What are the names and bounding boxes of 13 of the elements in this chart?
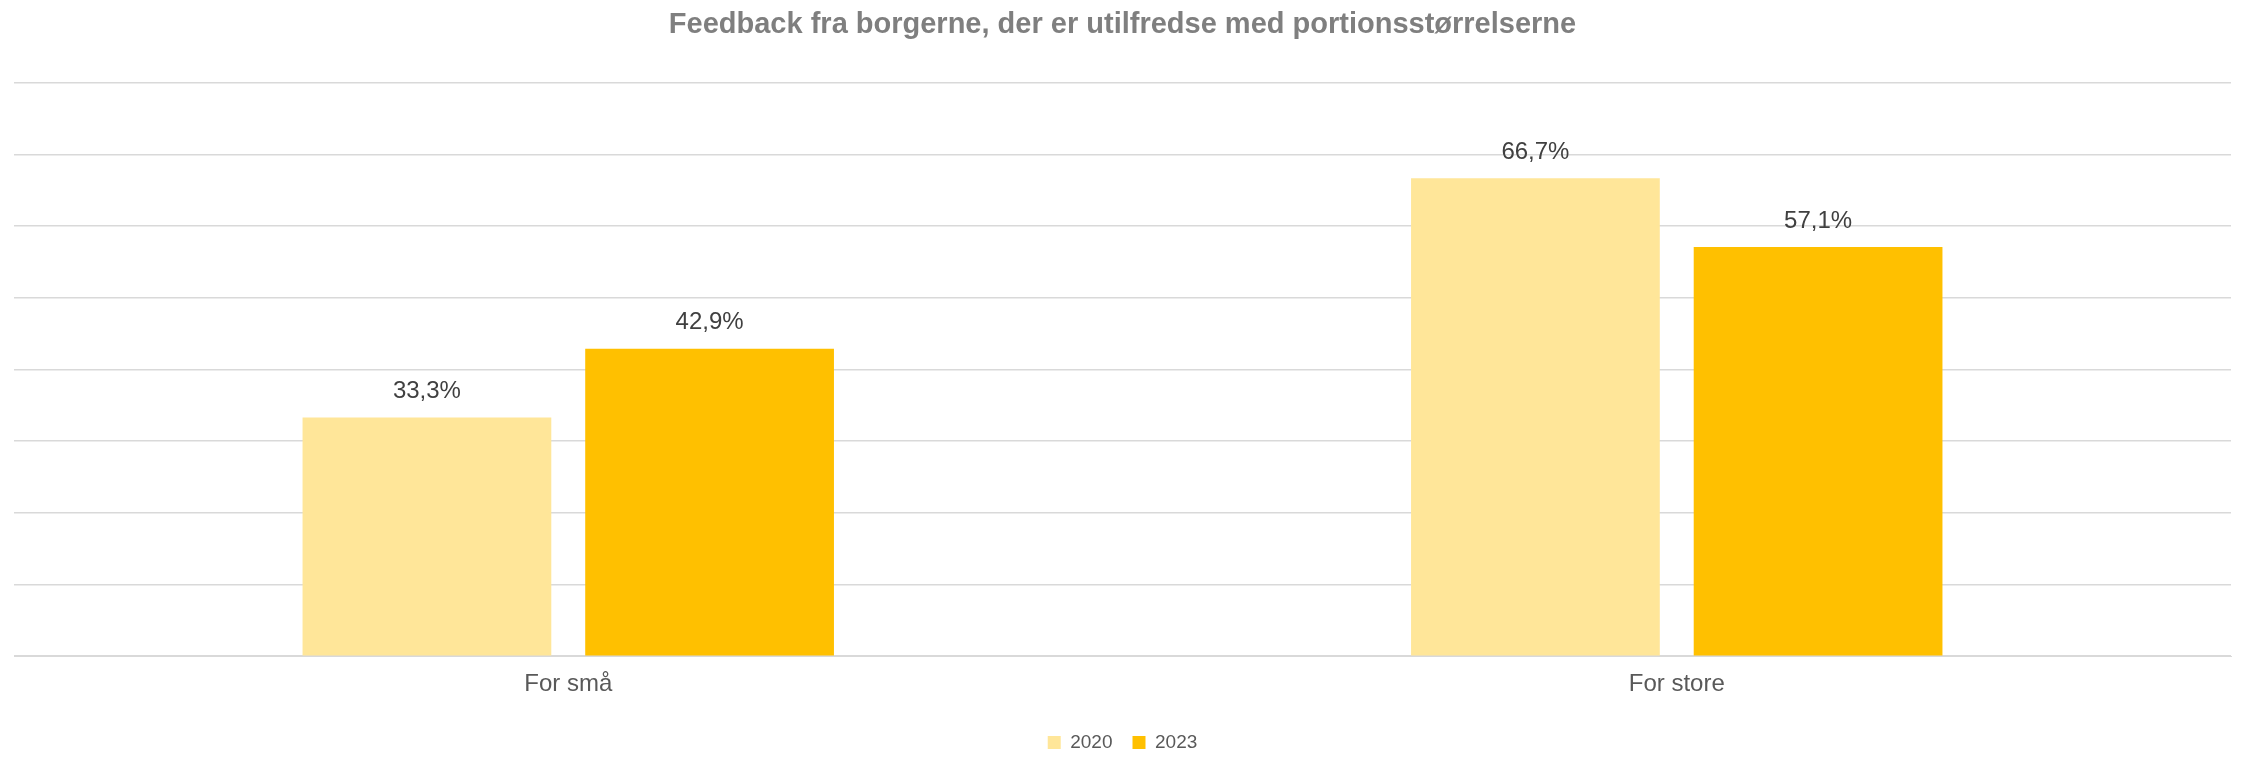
bar [1411, 178, 1660, 656]
data-label: 57,1% [1784, 205, 1853, 233]
legend-label: 2020 [1070, 730, 1113, 752]
data-label: 33,3% [392, 376, 461, 404]
x-tick-label: For små [524, 669, 613, 697]
bar [302, 417, 552, 656]
data-label: 66,7% [1501, 136, 1570, 164]
data-label: 42,9% [675, 307, 744, 335]
chart-title: Feedback fra borgerne, der er utilfredse med portionsstørrelserne [668, 7, 1577, 40]
bar [585, 348, 834, 656]
bar [1693, 246, 1943, 656]
legend-label: 2023 [1155, 730, 1198, 752]
x-tick-label: For store [1628, 669, 1725, 697]
